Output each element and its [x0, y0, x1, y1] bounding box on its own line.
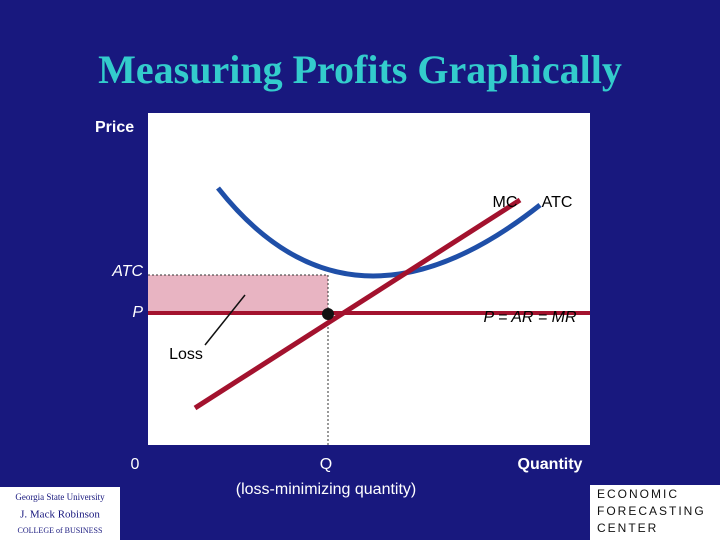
q-label: Q: [320, 456, 332, 473]
loss-label: Loss: [169, 346, 203, 363]
origin-label: 0: [131, 456, 140, 473]
demand-label: P = AR = MR: [483, 309, 577, 326]
x-axis-label: Quantity: [518, 456, 583, 473]
atc-curve: [216, 186, 542, 279]
atc-label: ATC: [542, 194, 573, 211]
mc-label: MC: [493, 194, 518, 211]
logo-text: FORECASTING: [597, 504, 706, 518]
left-logo: [0, 487, 120, 540]
logo-text: ECONOMIC: [597, 487, 679, 501]
q-note: (loss-minimizing quantity): [236, 481, 417, 498]
p-label: P: [132, 304, 143, 321]
logo-text: J. Mack Robinson: [20, 509, 100, 521]
logo-text: CENTER: [597, 521, 658, 535]
atc-price-label: ATC: [111, 263, 143, 280]
loss-pointer: [204, 294, 246, 346]
equilibrium-point: [322, 308, 334, 320]
right-logo: [590, 485, 720, 540]
logo-text: COLLEGE of BUSINESS: [18, 526, 103, 535]
loss-area: [148, 275, 328, 313]
y-axis-label: Price: [95, 119, 134, 136]
mc-curve: [193, 197, 522, 411]
slide-title: Measuring Profits Graphically: [98, 47, 622, 92]
logo-text: Georgia State University: [15, 492, 105, 502]
